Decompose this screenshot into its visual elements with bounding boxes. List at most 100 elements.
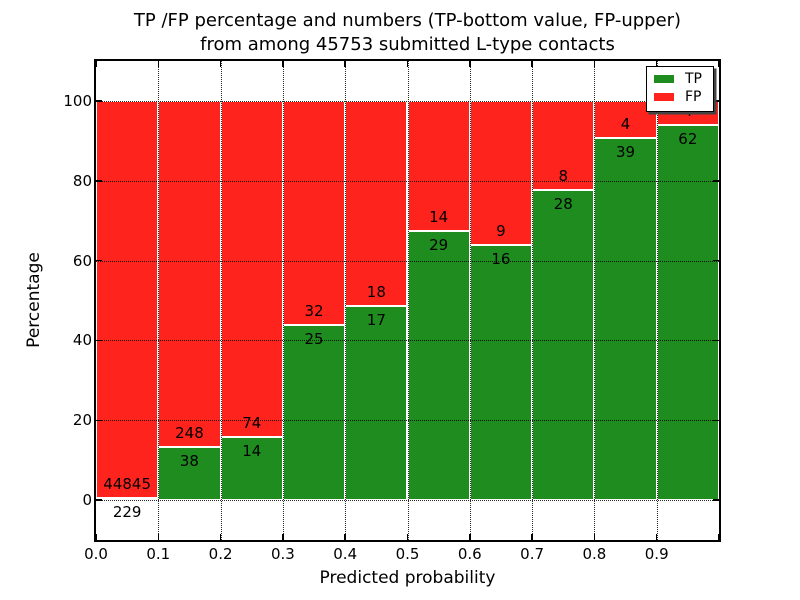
y-tick-label: 20 — [72, 411, 92, 430]
x-tick-mark — [96, 61, 97, 67]
x-tick-mark — [531, 534, 533, 540]
tp-count-label: 14 — [242, 441, 262, 460]
legend: TP FP — [646, 66, 714, 112]
x-tick-mark — [593, 534, 596, 540]
y-tick-mark — [96, 339, 102, 342]
fp-count-label: 9 — [496, 221, 506, 240]
x-tick-mark — [718, 534, 719, 540]
fp-count-label: 44845 — [103, 475, 151, 494]
x-tick-label: 0.7 — [520, 545, 545, 563]
y-tick-label: 100 — [63, 91, 92, 110]
y-tick-label: 0 — [82, 491, 92, 510]
y-tick-mark — [713, 499, 719, 501]
x-tick-mark — [655, 534, 658, 540]
y-tick-mark — [96, 100, 102, 102]
legend-tp-swatch-icon — [654, 75, 674, 83]
chart-title-line1: TP /FP percentage and numbers (TP-bottom… — [133, 10, 682, 31]
x-tick-mark — [406, 61, 409, 67]
x-gridline — [532, 61, 534, 540]
fp-count-label: 18 — [366, 283, 386, 302]
y-tick-mark — [96, 259, 102, 262]
bar-tp-segment — [532, 189, 595, 501]
bar-tp-segment — [469, 244, 533, 501]
x-gridline — [220, 61, 222, 540]
x-tick-label: 0.4 — [333, 545, 358, 563]
x-gridline — [282, 61, 284, 540]
x-tick-mark — [469, 61, 471, 67]
bar-fp-segment — [158, 100, 221, 448]
legend-entry-fp: FP — [654, 89, 713, 105]
y-tick-mark — [713, 419, 719, 421]
bar-fp-segment — [96, 100, 159, 499]
bar-tp-segment — [282, 325, 346, 501]
x-tick-mark — [96, 534, 97, 540]
y-tick-label: 60 — [72, 251, 92, 270]
chart-title: TP /FP percentage and numbers (TP-bottom… — [96, 9, 719, 57]
legend-fp-label: FP — [685, 89, 702, 105]
fp-count-label: 248 — [175, 424, 204, 443]
bar-tp-segment — [345, 306, 408, 501]
tp-count-label: 229 — [112, 503, 142, 522]
bar-fp-segment — [220, 100, 283, 437]
x-tick-label: 0.0 — [84, 545, 108, 563]
x-tick-label: 0.3 — [270, 545, 295, 563]
x-tick-label: 0.6 — [457, 545, 482, 563]
y-tick-mark — [96, 180, 102, 182]
tp-count-label: 17 — [366, 311, 386, 330]
chart-title-line2: from among 45753 submitted L-type contac… — [200, 34, 615, 55]
legend-fp-swatch-icon — [654, 93, 674, 101]
y-tick-mark — [713, 100, 719, 102]
bar-tp-segment — [96, 498, 159, 501]
legend-entry-tp: TP — [654, 71, 713, 87]
x-tick-mark — [219, 61, 222, 67]
x-tick-mark — [593, 61, 596, 67]
x-tick-mark — [344, 61, 346, 67]
x-tick-label: 0.9 — [644, 545, 669, 563]
fp-count-label: 8 — [558, 166, 569, 185]
x-tick-mark — [655, 61, 658, 67]
y-tick-mark — [96, 499, 102, 501]
tp-count-label: 39 — [616, 143, 636, 162]
bar-fp-segment — [282, 100, 346, 325]
x-gridline — [594, 61, 596, 540]
x-tick-mark — [282, 534, 284, 540]
bar-fp-segment — [469, 100, 533, 245]
tp-count-label: 25 — [304, 330, 324, 348]
x-tick-mark — [157, 534, 160, 540]
y-tick-mark — [713, 180, 719, 182]
bar-tp-segment — [656, 125, 719, 501]
bar-tp-segment — [594, 138, 657, 501]
y-tick-mark — [713, 259, 719, 262]
x-tick-mark — [406, 534, 409, 540]
x-tick-label: 0.1 — [146, 545, 171, 563]
x-tick-label: 0.5 — [395, 545, 420, 563]
x-axis-label: Predicted probability — [319, 568, 496, 588]
x-tick-mark — [531, 61, 533, 67]
y-tick-label: 80 — [72, 171, 92, 190]
fp-count-label: 74 — [242, 413, 262, 432]
y-tick-label: 40 — [72, 331, 92, 350]
fp-count-label: 32 — [304, 302, 324, 320]
bar-tp-segment — [407, 230, 470, 501]
bar-tp-segment — [158, 447, 221, 501]
x-tick-mark — [157, 61, 160, 67]
y-tick-mark — [96, 419, 102, 421]
x-gridline — [656, 61, 658, 540]
tp-count-label: 62 — [678, 130, 698, 149]
fp-count-label: 14 — [429, 207, 449, 226]
x-gridline — [158, 61, 160, 540]
tp-count-label: 38 — [179, 452, 199, 471]
y-axis-label: Percentage — [24, 252, 44, 348]
x-tick-label: 0.8 — [582, 545, 607, 563]
x-tick-mark — [469, 534, 471, 540]
x-tick-mark — [282, 61, 284, 67]
x-tick-label: 0.2 — [208, 545, 233, 563]
y-tick-mark — [713, 339, 719, 342]
x-gridline — [469, 61, 471, 540]
legend-tp-label: TP — [685, 71, 702, 87]
x-gridline — [345, 61, 347, 540]
bar-fp-segment — [345, 100, 408, 307]
x-tick-mark — [219, 534, 222, 540]
tp-count-label: 16 — [491, 249, 511, 268]
